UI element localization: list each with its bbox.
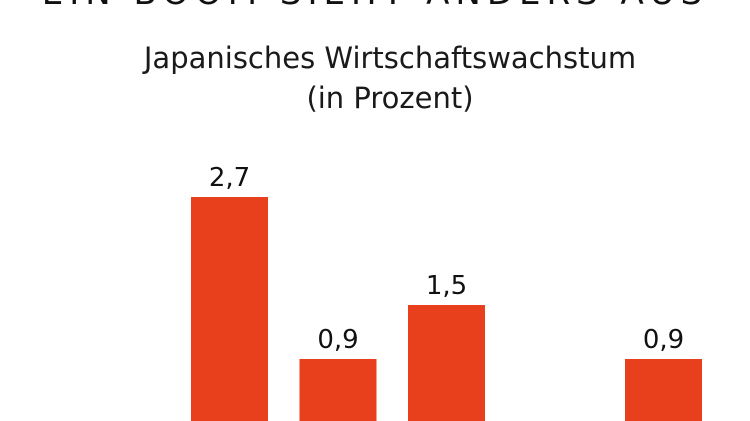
value-label-5: 0,9 [643,325,684,355]
value-label-2: 0,9 [317,325,358,355]
chart-subtitle: (in Prozent) [306,81,474,115]
cropped-headline: EIN BOOM SIEHT ANDERS AUS [0,0,750,13]
bar-2 [299,359,377,421]
value-label-1: 2,7 [209,163,250,193]
bar-1 [191,197,268,421]
bar-5 [625,359,702,421]
value-label-3: 1,5 [426,271,467,301]
chart-title: Japanisches Wirtschaftswachstum [143,41,637,75]
bar-3 [408,305,485,421]
